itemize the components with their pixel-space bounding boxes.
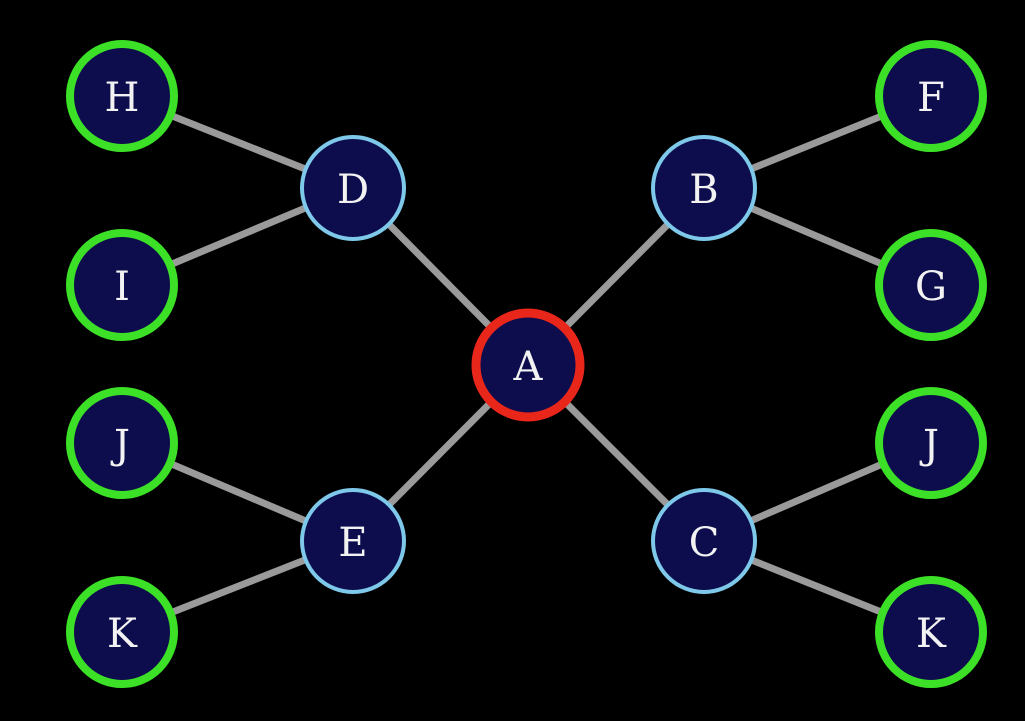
node-label-h: H (105, 75, 140, 121)
node-k2: K (875, 576, 987, 688)
node-c: C (651, 488, 757, 594)
node-circle-k2 (875, 576, 987, 688)
node-f: F (875, 40, 987, 152)
node-label-e: E (338, 520, 367, 566)
node-circle-a (471, 308, 585, 422)
node-circle-b (651, 135, 757, 241)
node-label-b: B (689, 167, 718, 213)
node-label-c: C (689, 520, 720, 566)
node-label-a: A (513, 344, 544, 390)
node-circle-j2 (875, 387, 987, 499)
node-k1: K (66, 576, 178, 688)
node-label-d: D (337, 167, 369, 213)
node-label-g: G (915, 264, 947, 310)
node-i: I (66, 229, 178, 341)
node-circle-g (875, 229, 987, 341)
node-circle-f (875, 40, 987, 152)
node-e: E (300, 488, 406, 594)
node-circle-k1 (66, 576, 178, 688)
node-label-f: F (917, 75, 945, 121)
node-circle-c (651, 488, 757, 594)
node-circle-e (300, 488, 406, 594)
nodes-layer: A B C D E H I J K F G J K (66, 40, 987, 688)
node-label-j2: J (919, 422, 939, 468)
node-j1: J (66, 387, 178, 499)
node-a: A (471, 308, 585, 422)
node-circle-h (66, 40, 178, 152)
node-b: B (651, 135, 757, 241)
node-circle-j1 (66, 387, 178, 499)
node-label-k1: K (107, 611, 138, 657)
node-label-k2: K (916, 611, 947, 657)
node-h: H (66, 40, 178, 152)
node-circle-d (300, 135, 406, 241)
node-label-i: I (114, 264, 130, 310)
node-circle-i (66, 229, 178, 341)
node-label-j1: J (110, 422, 130, 468)
node-d: D (300, 135, 406, 241)
node-j2: J (875, 387, 987, 499)
node-g: G (875, 229, 987, 341)
